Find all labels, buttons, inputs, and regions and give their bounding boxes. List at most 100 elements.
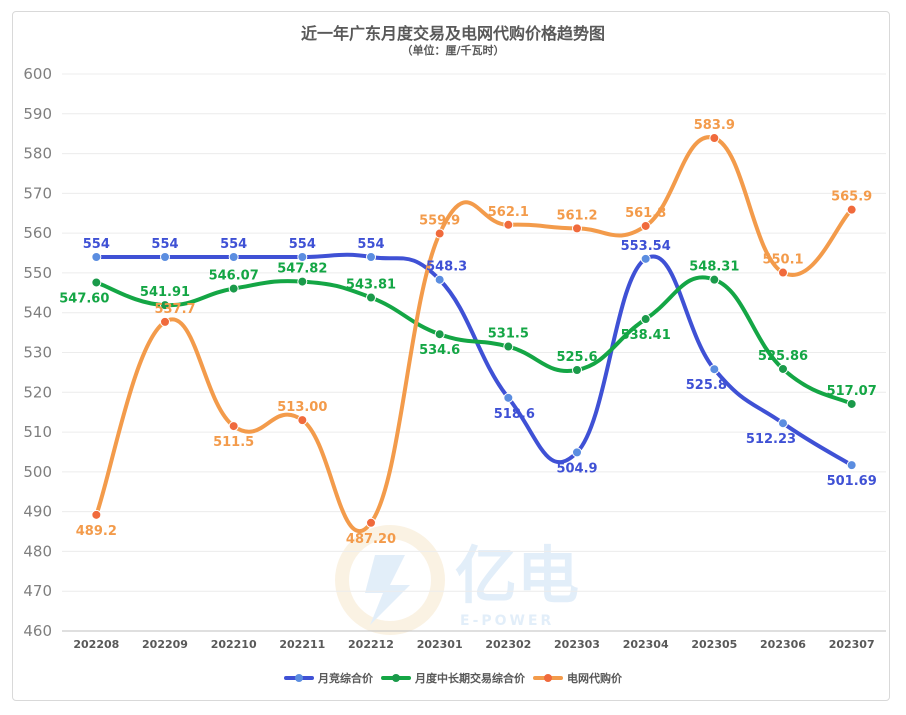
data-label: 525.6 bbox=[556, 350, 597, 365]
x-tick-label: 202307 bbox=[829, 638, 875, 651]
data-point bbox=[434, 329, 445, 340]
legend-item: 月竞综合价 bbox=[284, 670, 373, 686]
x-tick-label: 202210 bbox=[211, 638, 257, 651]
data-point bbox=[778, 267, 788, 278]
data-point bbox=[640, 314, 651, 325]
data-point bbox=[572, 447, 582, 458]
y-axis: 460 470 480 490 500 510 520 530 540 550 560 570 580 5… bbox=[23, 65, 52, 640]
y-tick-label: 570 bbox=[23, 184, 52, 202]
data-point bbox=[297, 276, 308, 287]
x-tick-label: 202211 bbox=[279, 638, 325, 651]
watermark-subtext: E-POWER bbox=[460, 613, 554, 629]
data-label: 525.8 bbox=[686, 378, 727, 393]
y-tick-label: 550 bbox=[23, 264, 52, 282]
data-label: 525.86 bbox=[758, 349, 808, 364]
data-point bbox=[572, 223, 582, 234]
x-axis: 202208 202209 202210 202211 202212 202301 2023… bbox=[73, 638, 874, 651]
data-point bbox=[503, 219, 514, 230]
data-label: 547.60 bbox=[59, 291, 109, 306]
x-tick-label: 202304 bbox=[623, 638, 669, 651]
y-tick-label: 530 bbox=[23, 344, 52, 362]
data-point bbox=[366, 292, 376, 303]
data-label: 501.69 bbox=[827, 474, 877, 489]
data-label: 548.3 bbox=[426, 260, 467, 275]
data-label: 504.9 bbox=[556, 461, 597, 476]
data-labels: 554 554 554 554 554 548.3 518.6 504.9 553.54 525.… bbox=[59, 118, 877, 547]
legend-label: 月度中长期交易综合价 bbox=[415, 672, 525, 685]
legend-label: 电网代购价 bbox=[567, 672, 622, 685]
legend: 月竞综合价 月度中长期交易综合价 电网代购价 bbox=[0, 670, 906, 686]
data-point bbox=[434, 228, 445, 239]
data-label: 583.9 bbox=[694, 118, 735, 133]
data-point bbox=[709, 133, 720, 144]
y-tick-label: 490 bbox=[23, 503, 52, 521]
data-point bbox=[160, 300, 170, 311]
data-label: 546.07 bbox=[209, 269, 259, 284]
grid-lines bbox=[62, 73, 886, 632]
y-tick-label: 540 bbox=[23, 304, 52, 322]
data-point bbox=[846, 398, 857, 409]
chart-subtitle: （单位：厘/千瓦时） bbox=[401, 44, 505, 57]
data-label: 511.5 bbox=[213, 435, 254, 450]
data-point bbox=[640, 253, 651, 264]
data-label: 561.2 bbox=[556, 208, 597, 223]
y-tick-label: 480 bbox=[23, 542, 52, 560]
legend-item: 月度中长期交易综合价 bbox=[381, 670, 525, 686]
data-label: 554 bbox=[220, 237, 247, 252]
data-point bbox=[91, 509, 102, 520]
data-label: 561.8 bbox=[625, 206, 666, 221]
data-point bbox=[640, 220, 651, 231]
data-point bbox=[503, 341, 514, 352]
data-label: 548.31 bbox=[689, 260, 739, 275]
data-point bbox=[91, 252, 102, 263]
data-label: 565.9 bbox=[831, 190, 872, 205]
data-point bbox=[778, 418, 788, 429]
legend-swatch bbox=[533, 674, 563, 682]
data-point bbox=[228, 252, 239, 263]
data-label: 541.91 bbox=[140, 285, 190, 300]
data-label: 562.1 bbox=[488, 205, 529, 220]
data-point bbox=[366, 252, 376, 263]
data-point bbox=[709, 364, 720, 375]
y-tick-label: 600 bbox=[23, 65, 52, 83]
y-tick-label: 520 bbox=[23, 383, 52, 401]
data-point bbox=[709, 274, 720, 285]
data-point bbox=[572, 365, 582, 376]
y-tick-label: 470 bbox=[23, 582, 52, 600]
data-point bbox=[503, 392, 514, 403]
data-label: 487.20 bbox=[346, 532, 396, 547]
data-point bbox=[434, 274, 445, 285]
legend-swatch bbox=[381, 674, 411, 682]
x-tick-label: 202301 bbox=[417, 638, 463, 651]
x-tick-label: 202306 bbox=[760, 638, 806, 651]
chart-title: 近一年广东月度交易及电网代购价格趋势图 bbox=[300, 24, 605, 43]
data-label: 543.81 bbox=[346, 278, 396, 293]
data-label: 534.6 bbox=[419, 343, 460, 358]
data-label: 554 bbox=[83, 237, 110, 252]
data-point bbox=[228, 421, 239, 432]
data-point bbox=[160, 252, 170, 263]
data-label: 518.6 bbox=[494, 407, 535, 422]
x-tick-label: 202212 bbox=[348, 638, 394, 651]
y-tick-label: 560 bbox=[23, 224, 52, 242]
data-label: 554 bbox=[357, 237, 384, 252]
data-label: 550.1 bbox=[762, 253, 803, 268]
data-label: 554 bbox=[289, 237, 316, 252]
legend-swatch bbox=[284, 674, 314, 682]
data-label: 531.5 bbox=[488, 327, 529, 342]
data-label: 538.41 bbox=[621, 328, 671, 343]
data-label: 517.07 bbox=[827, 384, 877, 399]
data-label: 553.54 bbox=[621, 239, 671, 254]
data-label: 559.9 bbox=[419, 214, 460, 229]
data-point bbox=[91, 277, 102, 288]
chart-frame bbox=[12, 11, 890, 701]
y-tick-label: 500 bbox=[23, 463, 52, 481]
data-label: 489.2 bbox=[76, 524, 117, 539]
data-point bbox=[846, 204, 857, 215]
x-tick-label: 202303 bbox=[554, 638, 600, 651]
data-point bbox=[846, 460, 857, 471]
y-tick-label: 510 bbox=[23, 423, 52, 441]
y-tick-label: 580 bbox=[23, 145, 52, 163]
x-tick-label: 202208 bbox=[73, 638, 119, 651]
